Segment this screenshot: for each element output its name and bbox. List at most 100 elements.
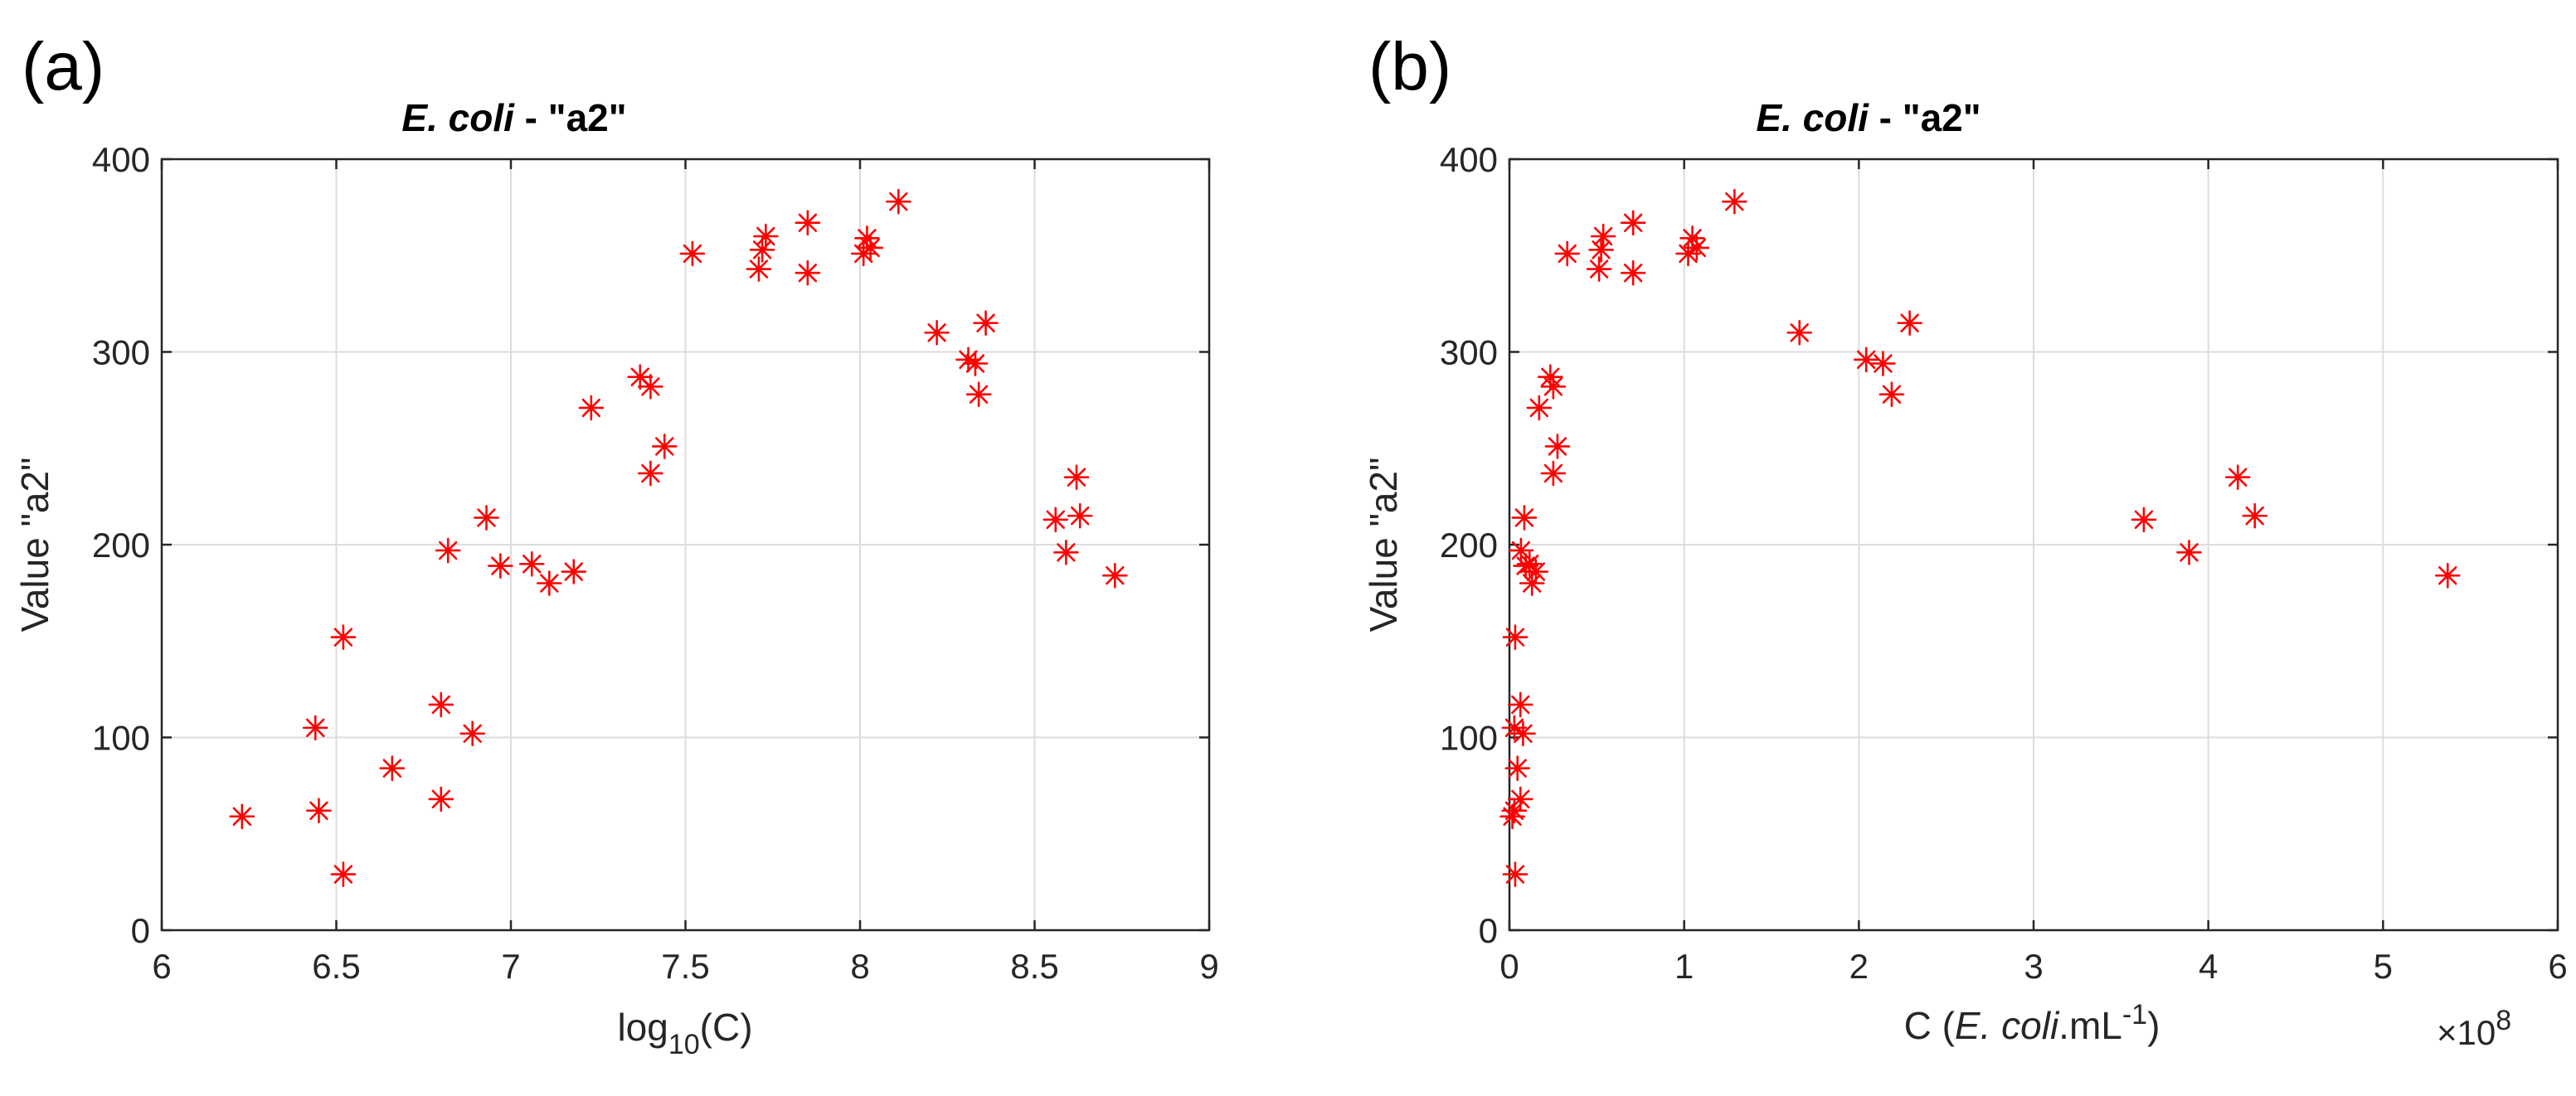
title-rest: - "a2" xyxy=(514,96,627,139)
data-point xyxy=(1786,319,1813,346)
x-exponent-label: ×108 xyxy=(2437,1005,2511,1052)
x-tick-label: 1 xyxy=(1674,947,1694,986)
data-point xyxy=(746,256,772,282)
x-tick-label: 3 xyxy=(2024,947,2043,986)
data-point xyxy=(561,559,587,584)
x-tick-label: 6 xyxy=(152,947,171,986)
x-tick-label: 6.5 xyxy=(312,947,360,986)
x-label-arg: (C) xyxy=(700,1006,753,1049)
x-tick-label: 6 xyxy=(2548,947,2567,986)
data-point xyxy=(1897,310,1922,336)
data-point xyxy=(1063,464,1090,490)
y-tick-label: 100 xyxy=(92,719,150,758)
data-point xyxy=(1067,502,1093,529)
data-point xyxy=(638,460,663,487)
data-point xyxy=(965,381,992,407)
x-label-prefix: C ( xyxy=(1904,1004,1956,1047)
data-point xyxy=(578,395,605,421)
data-point xyxy=(330,624,357,650)
data-point xyxy=(795,259,821,286)
x-tick-label: 7.5 xyxy=(661,947,709,986)
y-axis-label: Value "a2" xyxy=(1362,458,1405,633)
data-point xyxy=(2131,507,2157,533)
y-tick-label: 400 xyxy=(1440,140,1498,179)
data-point xyxy=(428,691,454,718)
data-point xyxy=(2176,539,2202,565)
data-point xyxy=(229,803,255,830)
data-point xyxy=(1537,364,1563,390)
title-italic: E. coli xyxy=(1756,96,1869,139)
data-point xyxy=(518,550,545,577)
data-point xyxy=(1540,374,1567,400)
x-tick-label: 9 xyxy=(1199,947,1218,986)
chart-title: E. coli - "a2" xyxy=(1756,96,1981,139)
data-point xyxy=(1502,624,1529,650)
data-point xyxy=(1526,395,1553,421)
data-point xyxy=(1511,505,1538,531)
x-label-unit: .mL xyxy=(2058,1004,2122,1047)
data-point xyxy=(428,786,454,812)
data-point xyxy=(886,188,911,215)
data-point xyxy=(1853,347,1879,373)
data-point xyxy=(1043,507,1069,533)
x-label-subscript: 10 xyxy=(668,1029,700,1060)
x-axis-label: C (E. coli.mL-1) xyxy=(1904,999,2160,1047)
data-point xyxy=(1554,240,1581,267)
data-point xyxy=(679,240,706,267)
data-point xyxy=(924,319,950,346)
x-tick-label: 7 xyxy=(501,947,520,986)
x-tick-label: 2 xyxy=(1849,947,1869,986)
data-point xyxy=(1620,210,1646,236)
data-point xyxy=(379,755,406,782)
marks-layer xyxy=(1499,188,2461,887)
x-exponent-base: ×10 xyxy=(2437,1013,2496,1052)
data-point xyxy=(1504,755,1530,782)
x-tick-label: 8.5 xyxy=(1010,947,1058,986)
data-point xyxy=(1586,256,1612,282)
data-point xyxy=(2224,464,2251,490)
y-tick-label: 0 xyxy=(131,911,150,950)
x-tick-label: 4 xyxy=(2199,947,2218,986)
ticks-layer: 0 1 2 3 4 5 6 0 100 200 300 400 xyxy=(1440,140,2568,986)
x-tick-label: 8 xyxy=(850,947,869,986)
data-point xyxy=(858,235,883,261)
data-point xyxy=(330,861,357,887)
data-point xyxy=(2434,562,2461,589)
data-point xyxy=(1684,235,1710,261)
y-tick-label: 200 xyxy=(92,526,150,565)
data-point xyxy=(537,570,562,596)
data-point xyxy=(753,223,779,250)
data-point xyxy=(1870,351,1896,376)
chart-title: E. coli - "a2" xyxy=(401,96,626,139)
x-label-log: log xyxy=(617,1006,668,1049)
data-point xyxy=(1507,691,1533,718)
data-point xyxy=(854,226,880,251)
data-point xyxy=(488,553,513,579)
data-point xyxy=(1590,223,1616,250)
data-point xyxy=(1540,460,1567,487)
data-point xyxy=(1053,539,1079,565)
data-point xyxy=(1523,559,1549,584)
y-tick-label: 300 xyxy=(92,333,150,372)
data-point xyxy=(795,210,821,236)
ticks-layer: 6 6.5 7 7.5 8 8.5 9 0 100 200 300 400 xyxy=(92,140,1219,986)
data-point xyxy=(459,720,485,747)
x-label-superscript: -1 xyxy=(2122,999,2147,1031)
panel-label: (b) xyxy=(1368,29,1451,104)
data-point xyxy=(651,434,678,459)
data-point xyxy=(1879,381,1905,407)
data-point xyxy=(962,351,989,376)
panel-a: (a) E. coli - "a2" 6 6.5 7 7.5 8 8.5 9 0 100 200 3… xyxy=(13,29,1219,1060)
marks-layer xyxy=(229,188,1128,887)
data-point xyxy=(435,537,461,564)
x-tick-label: 0 xyxy=(1499,947,1519,986)
data-point xyxy=(1502,861,1529,887)
data-point xyxy=(302,715,328,741)
grid-layer xyxy=(1509,158,2559,931)
data-point xyxy=(955,347,981,373)
y-tick-label: 0 xyxy=(1479,911,1498,950)
y-tick-label: 400 xyxy=(92,140,150,179)
data-point xyxy=(638,374,663,400)
y-tick-label: 200 xyxy=(1440,526,1498,565)
